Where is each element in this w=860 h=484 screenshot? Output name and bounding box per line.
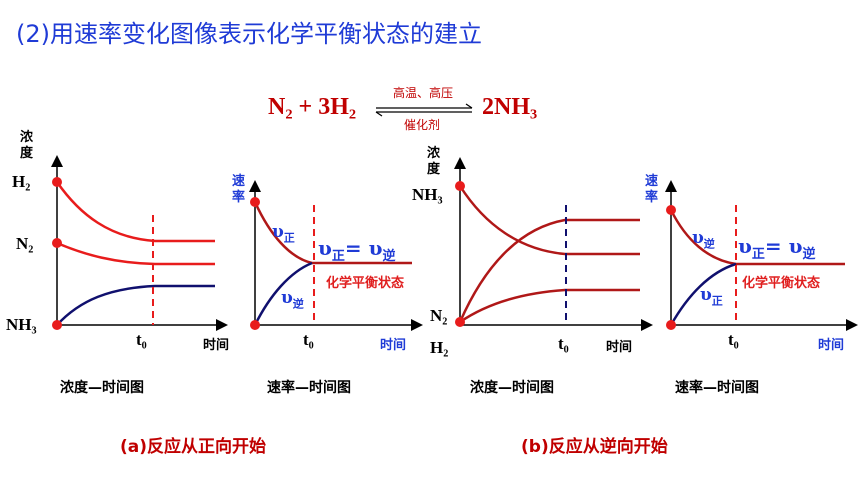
panel-a-conc-caption: 浓度—时间图 bbox=[60, 380, 144, 396]
panel-b-rate-caption: 速率—时间图 bbox=[675, 380, 759, 396]
panel-a-v-reverse-label: υ逆 bbox=[281, 288, 304, 311]
panel-a-conc-t0-label: t₀ bbox=[136, 330, 147, 349]
panel-b-rate-x-axis-label: 时间 bbox=[818, 338, 845, 353]
panel-b-v-reverse-label: υ逆 bbox=[692, 228, 715, 251]
panel-a-rate-x-axis-label: 时间 bbox=[380, 338, 407, 353]
panel-a-conc-y-axis-label: 浓度 bbox=[20, 130, 34, 161]
n2-start-point bbox=[52, 238, 62, 248]
label-n2-b: N₂ bbox=[430, 306, 448, 325]
n2-curve bbox=[459, 288, 640, 324]
page-title: (2)用速率变化图像表示化学平衡状态的建立 bbox=[16, 20, 482, 48]
h2-curve bbox=[458, 218, 640, 323]
nh3-curve bbox=[458, 185, 640, 256]
label-h2: H₂ bbox=[12, 172, 31, 191]
panel-a-conc-x-axis-label: 时间 bbox=[203, 338, 230, 353]
panel-a-rate-y-axis-label: 速率 bbox=[232, 174, 246, 205]
part-b-caption: (b)反应从逆向开始 bbox=[521, 437, 668, 457]
forward-start-point bbox=[250, 197, 260, 207]
panel-a-v-forward-label: υ正 bbox=[272, 222, 295, 245]
reverse-start-point bbox=[666, 205, 676, 215]
n2-h2-start-point bbox=[455, 317, 465, 327]
panel-a-concentration-chart bbox=[51, 155, 228, 331]
panel-a-rate-chart bbox=[249, 180, 423, 331]
nh3-start-point bbox=[52, 320, 62, 330]
panel-b-equality: υ正= υ逆 bbox=[738, 234, 816, 262]
panel-b-conc-t0-label: t₀ bbox=[558, 334, 569, 353]
panel-b-conc-caption: 浓度—时间图 bbox=[470, 380, 554, 396]
reaction-condition-bottom: 催化剂 bbox=[404, 118, 441, 132]
reaction-reactants: N₂ + 3H₂ bbox=[268, 94, 357, 120]
nh3-start-point bbox=[455, 181, 465, 191]
forward-start-point bbox=[666, 320, 676, 330]
h2-curve bbox=[55, 181, 215, 243]
label-n2: N₂ bbox=[16, 234, 34, 253]
n2-curve bbox=[56, 241, 215, 266]
nh3-curve bbox=[56, 284, 215, 326]
panel-b-rate-y-axis-label: 速率 bbox=[645, 174, 659, 205]
panel-a-balance-label: 化学平衡状态 bbox=[326, 276, 405, 291]
panel-a-rate-t0-label: t₀ bbox=[303, 330, 314, 349]
panel-b-v-forward-label: υ正 bbox=[700, 285, 723, 308]
reverse-start-point bbox=[250, 320, 260, 330]
label-nh3-b: NH₃ bbox=[412, 185, 443, 204]
reaction-products: 2NH₃ bbox=[482, 94, 538, 120]
part-a-caption: (a)反应从正向开始 bbox=[120, 437, 267, 457]
panel-b-conc-y-axis-label: 浓度 bbox=[427, 146, 441, 177]
panel-a-equality: υ正= υ逆 bbox=[318, 236, 396, 264]
panel-b-concentration-chart bbox=[454, 157, 653, 331]
reverse-rate-curve bbox=[253, 261, 313, 326]
equilibrium-arrows bbox=[375, 103, 473, 117]
forward-rate-curve bbox=[669, 262, 737, 326]
panel-b-balance-label: 化学平衡状态 bbox=[742, 276, 821, 291]
panel-b-conc-x-axis-label: 时间 bbox=[606, 340, 633, 355]
panel-b-rate-chart bbox=[665, 180, 858, 331]
h2-start-point bbox=[52, 177, 62, 187]
reaction-condition-top: 高温、高压 bbox=[393, 86, 454, 100]
label-nh3: NH₃ bbox=[6, 315, 37, 334]
panel-a-rate-caption: 速率—时间图 bbox=[267, 380, 351, 396]
label-h2-b: H₂ bbox=[430, 338, 449, 357]
panel-b-rate-t0-label: t₀ bbox=[728, 330, 739, 349]
